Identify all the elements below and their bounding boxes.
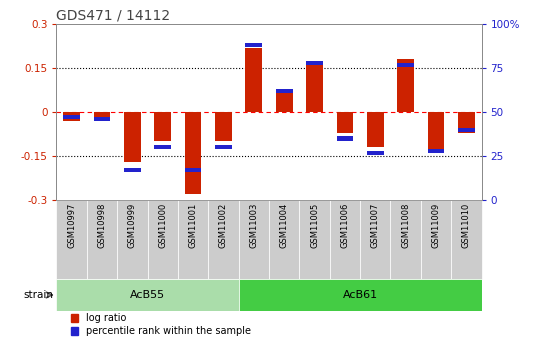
Bar	[306, 65, 323, 112]
Bar	[330, 200, 360, 279]
Bar	[239, 200, 269, 279]
Bar	[63, 112, 80, 121]
Bar	[428, 112, 444, 153]
Bar	[421, 200, 451, 279]
Bar	[185, 112, 201, 194]
Bar	[63, 115, 80, 119]
Bar	[451, 200, 482, 279]
Bar	[337, 112, 353, 132]
Text: GSM11004: GSM11004	[280, 203, 289, 248]
Bar	[215, 145, 232, 149]
Bar	[458, 112, 475, 132]
Bar	[124, 112, 141, 162]
Bar	[397, 59, 414, 112]
Bar	[306, 61, 323, 65]
Bar	[154, 112, 171, 141]
Bar	[367, 150, 384, 155]
Text: GSM11005: GSM11005	[310, 203, 319, 248]
Bar	[185, 168, 201, 172]
Bar	[360, 200, 391, 279]
Bar	[208, 200, 239, 279]
Bar	[56, 279, 239, 311]
Bar	[458, 128, 475, 132]
Text: GSM10998: GSM10998	[97, 203, 107, 248]
Text: GSM11010: GSM11010	[462, 203, 471, 248]
Text: GSM10999: GSM10999	[128, 203, 137, 248]
Text: AcB55: AcB55	[130, 290, 165, 300]
Text: GSM10997: GSM10997	[67, 203, 76, 248]
Bar	[154, 145, 171, 149]
Text: GSM11007: GSM11007	[371, 203, 380, 248]
Bar	[117, 200, 147, 279]
Bar	[367, 112, 384, 147]
Bar	[269, 200, 299, 279]
Text: GSM11008: GSM11008	[401, 203, 410, 248]
Bar	[276, 89, 293, 112]
Bar	[94, 112, 110, 118]
Bar	[87, 200, 117, 279]
Bar	[94, 117, 110, 121]
Bar	[215, 112, 232, 141]
Bar	[178, 200, 208, 279]
Text: GSM11001: GSM11001	[189, 203, 197, 248]
Legend: log ratio, percentile rank within the sample: log ratio, percentile rank within the sa…	[67, 309, 255, 340]
Bar	[147, 200, 178, 279]
Bar	[391, 200, 421, 279]
Bar	[337, 137, 353, 140]
Bar	[56, 200, 87, 279]
Bar	[124, 168, 141, 172]
Text: strain: strain	[24, 290, 54, 300]
Text: GDS471 / 14112: GDS471 / 14112	[56, 9, 171, 23]
Bar	[239, 279, 482, 311]
Text: GSM11009: GSM11009	[431, 203, 441, 248]
Bar	[245, 48, 262, 112]
Text: GSM11000: GSM11000	[158, 203, 167, 248]
Text: GSM11002: GSM11002	[219, 203, 228, 248]
Bar	[397, 62, 414, 67]
Bar	[276, 89, 293, 93]
Text: AcB61: AcB61	[343, 290, 378, 300]
Text: GSM11003: GSM11003	[249, 203, 258, 248]
Text: GSM11006: GSM11006	[341, 203, 349, 248]
Bar	[299, 200, 330, 279]
Bar	[428, 149, 444, 153]
Bar	[245, 43, 262, 47]
